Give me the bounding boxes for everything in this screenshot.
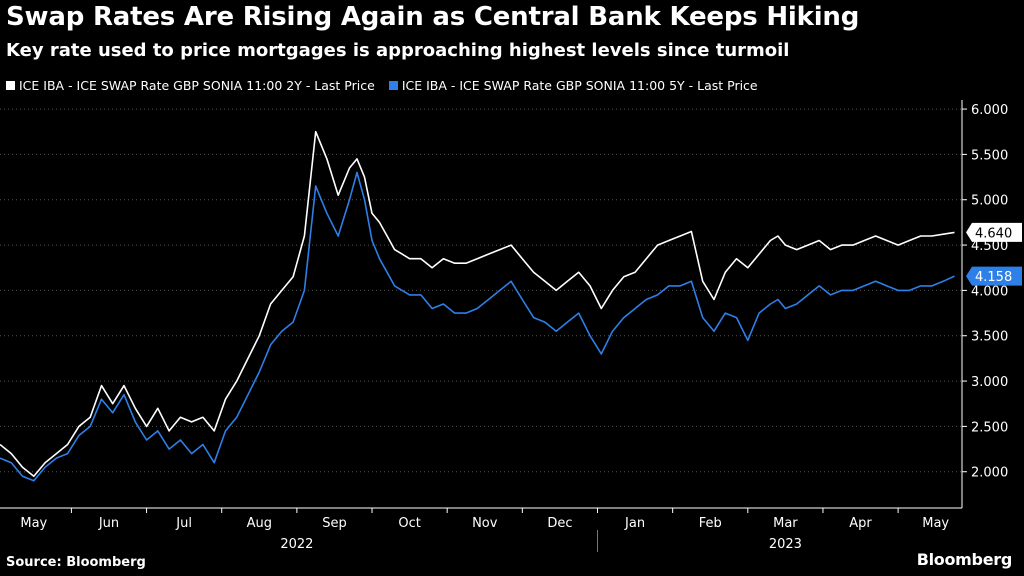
x-tick-label: Feb [699, 516, 722, 531]
chart-title: Swap Rates Are Rising Again as Central B… [6, 2, 860, 32]
y-tick-label: 2.000 [971, 466, 1008, 481]
y-tick-label: 6.000 [971, 103, 1008, 118]
legend: ICE IBA - ICE SWAP Rate GBP SONIA 11:00 … [6, 78, 758, 93]
x-tick-label: Apr [849, 516, 872, 531]
x-tick-label: May [20, 516, 47, 531]
legend-label-2y: ICE IBA - ICE SWAP Rate GBP SONIA 11:00 … [19, 78, 375, 93]
x-tick-label: Aug [247, 516, 272, 531]
x-tick-label: May [922, 516, 949, 531]
y-tick-label: 4.500 [971, 239, 1008, 254]
x-tick-label: Nov [472, 516, 498, 531]
x-tick-label: Jul [175, 516, 192, 531]
x-tick-label: Jan [624, 516, 645, 531]
bloomberg-logo: Bloomberg [916, 550, 1013, 569]
y-tick-label: 3.000 [971, 375, 1008, 390]
x-tick-label: Jun [98, 516, 119, 531]
x-tick-label: Dec [547, 516, 572, 531]
y-tick-label: 3.500 [971, 330, 1008, 345]
legend-item-2y: ICE IBA - ICE SWAP Rate GBP SONIA 11:00 … [6, 78, 375, 93]
source-note: Source: Bloomberg [6, 555, 146, 570]
x-tick-label: Sep [322, 516, 347, 531]
legend-swatch-2y [6, 81, 15, 90]
legend-swatch-5y [388, 81, 398, 90]
series-line-5y [0, 171, 955, 482]
year-label-2022: 2022 [280, 537, 313, 552]
last-value-tag-2y-box [966, 222, 1022, 242]
chart-subtitle: Key rate used to price mortgages is appr… [6, 40, 790, 61]
x-tick-label: Mar [773, 516, 798, 531]
last-value-tag-5y-label: 4.158 [975, 270, 1012, 285]
last-value-tag-5y-box [966, 266, 1022, 286]
y-tick-label: 4.000 [971, 284, 1008, 299]
last-value-tag-2y-label: 4.640 [975, 226, 1012, 241]
legend-label-5y: ICE IBA - ICE SWAP Rate GBP SONIA 11:00 … [401, 78, 758, 93]
series-line-2y [0, 130, 955, 478]
year-label-2023: 2023 [769, 537, 802, 552]
y-tick-label: 5.000 [971, 194, 1008, 209]
legend-item-5y: ICE IBA - ICE SWAP Rate GBP SONIA 11:00 … [388, 78, 758, 93]
y-tick-label: 5.500 [971, 148, 1008, 163]
x-tick-label: Oct [398, 516, 420, 531]
y-tick-label: 2.500 [971, 420, 1008, 435]
